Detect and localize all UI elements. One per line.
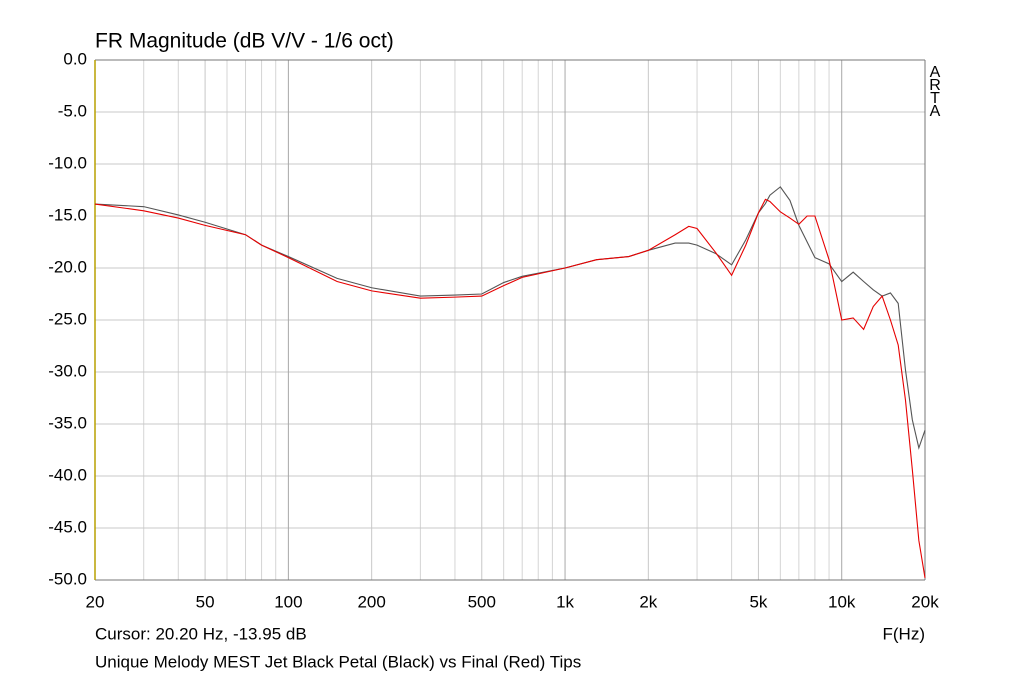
y-tick-label: -5.0 <box>58 101 87 120</box>
y-tick-label: -15.0 <box>48 205 87 224</box>
cursor-readout: Cursor: 20.20 Hz, -13.95 dB <box>95 624 307 643</box>
fr-curve <box>94 186 926 450</box>
chart-title: FR Magnitude (dB V/V - 1/6 oct) <box>95 30 394 53</box>
x-tick-label: 10k <box>828 592 856 611</box>
y-tick-label: -25.0 <box>48 309 87 328</box>
y-tick-label: -50.0 <box>48 569 87 588</box>
x-axis-label: F(Hz) <box>883 624 925 643</box>
watermark: ARTA <box>927 64 944 116</box>
x-tick-label: 100 <box>274 592 302 611</box>
y-tick-label: -35.0 <box>48 413 87 432</box>
y-tick-label: 0.0 <box>63 49 87 68</box>
x-tick-label: 20 <box>86 592 105 611</box>
caption: Unique Melody MEST Jet Black Petal (Blac… <box>95 652 581 671</box>
x-tick-label: 5k <box>749 592 767 611</box>
y-tick-label: -20.0 <box>48 257 87 276</box>
y-tick-label: -45.0 <box>48 517 87 536</box>
y-tick-label: -40.0 <box>48 465 87 484</box>
x-tick-label: 2k <box>639 592 657 611</box>
x-tick-label: 50 <box>196 592 215 611</box>
x-tick-label: 1k <box>556 592 574 611</box>
y-tick-label: -10.0 <box>48 153 87 172</box>
y-tick-label: -30.0 <box>48 361 87 380</box>
x-tick-label: 20k <box>911 592 939 611</box>
x-tick-label: 200 <box>357 592 385 611</box>
fr-curve <box>94 198 926 579</box>
x-tick-label: 500 <box>468 592 496 611</box>
